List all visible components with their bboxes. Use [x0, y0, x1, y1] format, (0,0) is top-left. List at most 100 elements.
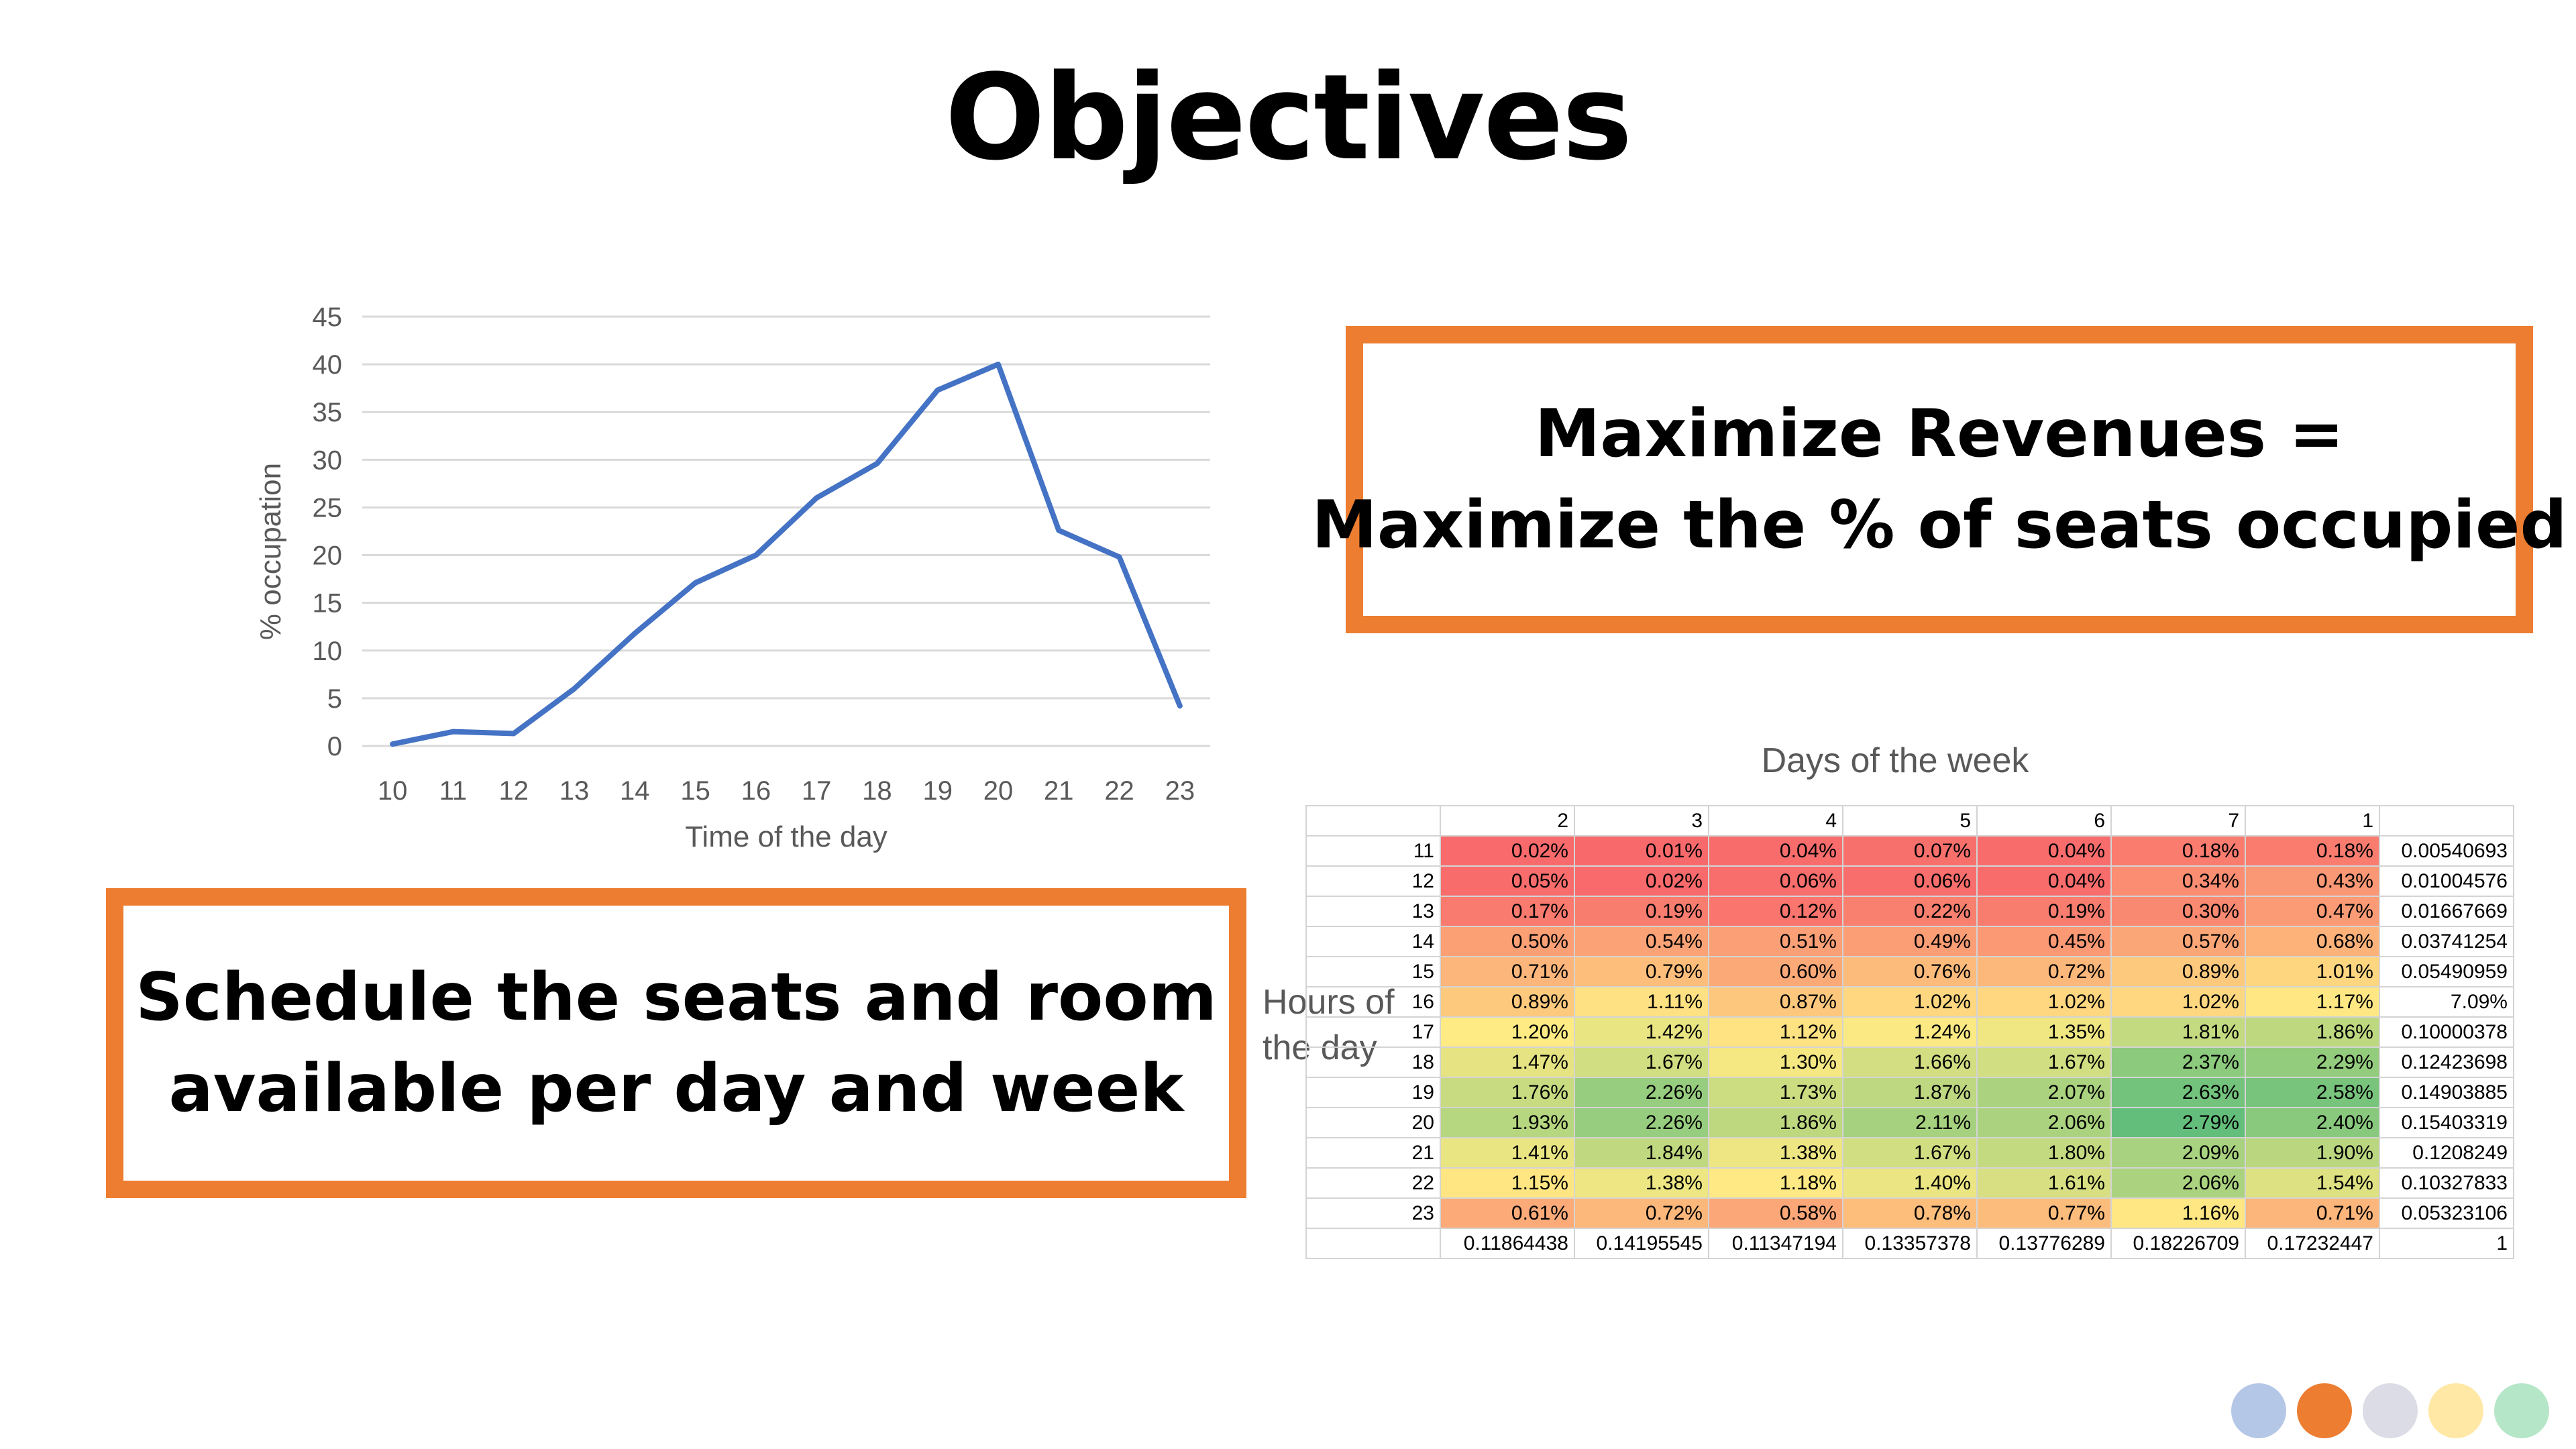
heatmap-cell: 2.37% — [2110, 1046, 2246, 1078]
hour-row-header: 19 — [1305, 1077, 1441, 1108]
heatmap-cell: 0.06% — [1708, 865, 1843, 897]
row-total-cell: 0.01004576 — [2379, 865, 2514, 897]
column-total-cell: 0.18226709 — [2110, 1228, 2246, 1259]
heatmap-cell: 0.22% — [1842, 896, 1978, 927]
heatmap-cell: 0.06% — [1842, 865, 1978, 897]
heatmap-cell: 0.04% — [1976, 865, 2112, 897]
y-tick-label: 30 — [313, 445, 343, 475]
heatmap-cell: 1.40% — [1842, 1167, 1978, 1199]
heatmap-cell: 0.68% — [2245, 926, 2380, 957]
hour-row-header: 11 — [1305, 835, 1441, 867]
heatmap-cell: 1.67% — [1574, 1046, 1709, 1078]
x-tick-label: 11 — [439, 776, 468, 806]
x-tick-label: 13 — [559, 776, 590, 806]
heatmap-cell: 0.87% — [1708, 986, 1843, 1018]
heatmap-cell: 1.73% — [1708, 1077, 1843, 1108]
revenue-line-1: Maximize Revenues = — [1534, 396, 2345, 472]
column-total-cell: 0.13776289 — [1976, 1228, 2112, 1259]
totals-row-header — [1305, 1228, 1441, 1259]
hour-row-header: 18 — [1305, 1046, 1441, 1078]
row-total-cell: 0.10000378 — [2379, 1016, 2514, 1048]
heatmap-row: 12 0.05% 0.02% 0.06% 0.06% 0.04% 0.34% 0.43% 0.0… — [1305, 865, 2514, 897]
heatmap-cell: 0.60% — [1708, 956, 1843, 987]
column-total-cell: 0.14195545 — [1574, 1228, 1709, 1259]
heatmap-cell: 1.16% — [2110, 1197, 2246, 1229]
x-axis-label: Time of the day — [685, 820, 888, 853]
heatmap-cell: 0.30% — [2110, 896, 2246, 927]
occupation-line-chart: 0 5 10 15 20 25 30 35 40 45 10 11 12 13 14 15 16 17 18 19 20… — [254, 303, 1210, 853]
heatmap-cell: 0.07% — [1842, 835, 1978, 867]
day-column-header: 5 — [1842, 805, 1978, 837]
heatmap-cell: 2.40% — [2245, 1107, 2380, 1138]
heatmap-row: 22 1.15% 1.38% 1.18% 1.40% 1.61% 2.06% 1.54% 0.1… — [1305, 1167, 2514, 1199]
decorative-dot — [2297, 1383, 2352, 1438]
x-tick-label: 21 — [1044, 776, 1074, 806]
heatmap-cell: 1.02% — [2110, 986, 2246, 1018]
heatmap-cell: 1.35% — [1976, 1016, 2112, 1048]
hour-row-header: 22 — [1305, 1167, 1441, 1199]
x-tick-label: 23 — [1165, 776, 1195, 806]
y-tick-label: 25 — [313, 493, 343, 523]
hour-row-header: 23 — [1305, 1197, 1441, 1229]
heatmap-cell: 0.05% — [1440, 865, 1575, 897]
y-axis-label: % occupation — [254, 463, 287, 640]
hour-row-header: 16 — [1305, 986, 1441, 1018]
row-total-cell: 0.12423698 — [2379, 1046, 2514, 1078]
heatmap-cell: 2.63% — [2110, 1077, 2246, 1108]
column-total-cell: 0.11864438 — [1440, 1228, 1575, 1259]
heatmap-cell: 1.12% — [1708, 1016, 1843, 1048]
heatmap-cell: 1.38% — [1708, 1137, 1843, 1169]
grand-total-cell: 1 — [2379, 1228, 2514, 1259]
heatmap-cell: 1.15% — [1440, 1167, 1575, 1199]
heatmap-cell: 0.18% — [2110, 835, 2246, 867]
heatmap-row: 15 0.71% 0.79% 0.60% 0.76% 0.72% 0.89% 1.01% 0.0… — [1305, 956, 2514, 987]
day-column-header: 3 — [1574, 805, 1709, 837]
row-total-cell: 0.05323106 — [2379, 1197, 2514, 1229]
decorative-dot — [2363, 1383, 2418, 1438]
heatmap-cell: 1.02% — [1842, 986, 1978, 1018]
heatmap-row: 19 1.76% 2.26% 1.73% 1.87% 2.07% 2.63% 2.58% 0.1… — [1305, 1077, 2514, 1108]
heatmap-cell: 2.06% — [2110, 1167, 2246, 1199]
heatmap-row: 13 0.17% 0.19% 0.12% 0.22% 0.19% 0.30% 0.47% 0.0… — [1305, 896, 2514, 927]
heatmap-cell: 1.54% — [2245, 1167, 2380, 1199]
heatmap-cell: 0.45% — [1976, 926, 2112, 957]
heatmap-cell: 0.47% — [2245, 896, 2380, 927]
heatmap-cell: 2.29% — [2245, 1046, 2380, 1078]
occupancy-heatmap-table: 2 3 4 5 6 7 1 11 0.02% 0.01% 0.04% 0.07% 0.04% 0.18% 0… — [1305, 805, 2514, 1259]
hour-row-header: 14 — [1305, 926, 1441, 957]
x-tick-label: 15 — [680, 776, 710, 806]
heatmap-row: 11 0.02% 0.01% 0.04% 0.07% 0.04% 0.18% 0.18% 0.0… — [1305, 835, 2514, 867]
heatmap-cell: 1.86% — [1708, 1107, 1843, 1138]
x-tick-label: 14 — [620, 776, 650, 806]
x-tick-label: 22 — [1104, 776, 1134, 806]
row-total-cell: 0.01667669 — [2379, 896, 2514, 927]
heatmap-cell: 0.02% — [1574, 865, 1709, 897]
slide-title: Objectives — [945, 49, 1633, 186]
y-tick-label: 0 — [327, 732, 342, 761]
heatmap-cell: 1.42% — [1574, 1016, 1709, 1048]
heatmap-cell: 0.04% — [1976, 835, 2112, 867]
heatmap-cell: 2.09% — [2110, 1137, 2246, 1169]
heatmap-cell: 0.49% — [1842, 926, 1978, 957]
heatmap-cell: 0.72% — [1574, 1197, 1709, 1229]
y-tick-label: 45 — [313, 303, 343, 332]
heatmap-cell: 1.61% — [1976, 1167, 2112, 1199]
y-tick-label: 15 — [313, 589, 343, 619]
heatmap-cell: 0.34% — [2110, 865, 2246, 897]
heatmap-cell: 1.30% — [1708, 1046, 1843, 1078]
heatmap-days-label: Days of the week — [1761, 741, 2029, 780]
heatmap-cell: 0.71% — [1440, 956, 1575, 987]
heatmap-cell: 0.19% — [1574, 896, 1709, 927]
x-tick-label: 17 — [802, 776, 832, 806]
heatmap-cell: 1.81% — [2110, 1016, 2246, 1048]
heatmap-cell: 0.02% — [1440, 835, 1575, 867]
hour-row-header: 21 — [1305, 1137, 1441, 1169]
decorative-dot — [2494, 1383, 2549, 1438]
heatmap-cell: 0.89% — [1440, 986, 1575, 1018]
heatmap-cell: 1.11% — [1574, 986, 1709, 1018]
x-tick-label: 19 — [922, 776, 953, 806]
row-total-cell: 0.10327833 — [2379, 1167, 2514, 1199]
heatmap-cell: 1.67% — [1976, 1046, 2112, 1078]
heatmap-cell: 0.57% — [2110, 926, 2246, 957]
